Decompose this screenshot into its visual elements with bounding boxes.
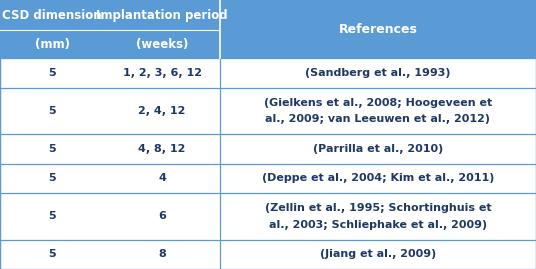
Text: al., 2003; Schliephake et al., 2009): al., 2003; Schliephake et al., 2009) (269, 220, 487, 229)
Text: (Parrilla et al., 2010): (Parrilla et al., 2010) (312, 144, 443, 154)
Bar (0, 164, 536, 193)
Text: 4: 4 (158, 174, 166, 183)
Text: al., 2009; van Leeuwen et al., 2012): al., 2009; van Leeuwen et al., 2012) (265, 114, 490, 124)
Text: (Sandberg et al., 1993): (Sandberg et al., 1993) (305, 68, 451, 78)
Bar (0, 134, 536, 164)
Text: Implantation period: Implantation period (96, 9, 228, 22)
Bar (0, 58, 536, 88)
Text: (Deppe et al., 2004; Kim et al., 2011): (Deppe et al., 2004; Kim et al., 2011) (262, 174, 494, 183)
Text: 5: 5 (48, 211, 56, 221)
Text: 2, 4, 12: 2, 4, 12 (138, 106, 186, 116)
Text: 5: 5 (48, 249, 56, 259)
Text: CSD dimension: CSD dimension (3, 9, 102, 22)
Bar (0, 240, 536, 269)
Text: (Zellin et al., 1995; Schortinghuis et: (Zellin et al., 1995; Schortinghuis et (265, 203, 491, 213)
Bar (0, 88, 536, 134)
Text: 1, 2, 3, 6, 12: 1, 2, 3, 6, 12 (123, 68, 202, 78)
Text: 4, 8, 12: 4, 8, 12 (138, 144, 186, 154)
Text: (mm): (mm) (35, 38, 70, 51)
Text: 5: 5 (48, 68, 56, 78)
Text: (weeks): (weeks) (136, 38, 188, 51)
Bar (0, 0, 536, 58)
Text: (Gielkens et al., 2008; Hoogeveen et: (Gielkens et al., 2008; Hoogeveen et (264, 98, 492, 108)
Text: 5: 5 (48, 174, 56, 183)
Text: 5: 5 (48, 106, 56, 116)
Text: References: References (338, 23, 418, 36)
Bar (0, 193, 536, 240)
Text: 5: 5 (48, 144, 56, 154)
Text: (Jiang et al., 2009): (Jiang et al., 2009) (320, 249, 436, 259)
Text: 6: 6 (158, 211, 166, 221)
Text: 8: 8 (158, 249, 166, 259)
